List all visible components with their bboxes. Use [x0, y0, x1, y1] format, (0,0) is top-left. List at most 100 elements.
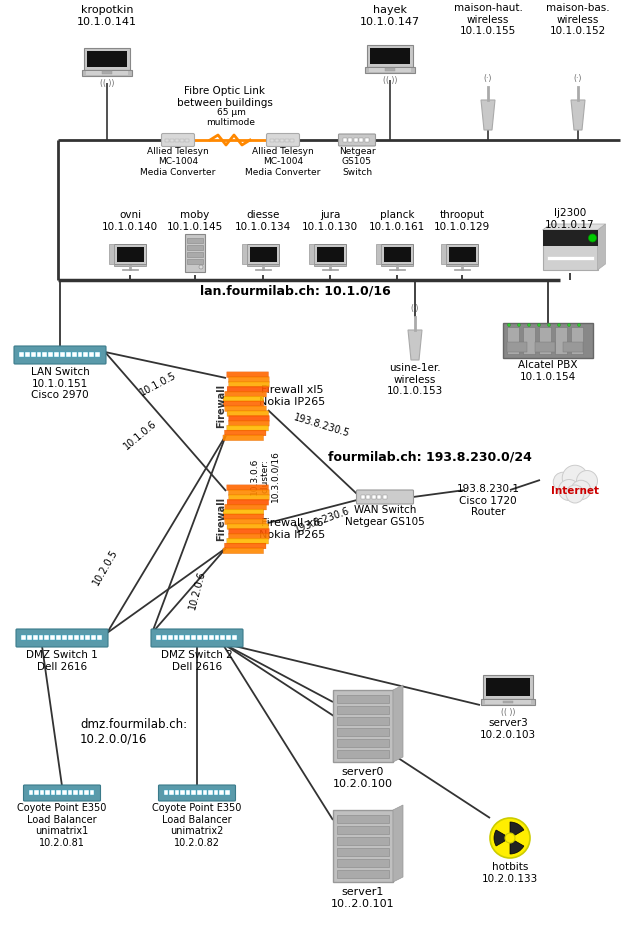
FancyBboxPatch shape	[381, 264, 413, 266]
FancyBboxPatch shape	[339, 134, 376, 146]
Circle shape	[563, 465, 588, 491]
Bar	[33, 635, 38, 640]
Text: 10.3.0.6
cluster:
10.3.0.0/16: 10.3.0.6 cluster: 10.3.0.0/16	[250, 450, 280, 502]
FancyBboxPatch shape	[225, 504, 266, 510]
Bar	[102, 72, 112, 74]
Bar	[232, 635, 237, 640]
FancyBboxPatch shape	[314, 264, 346, 266]
Text: 193.8.230.1
Cisco 1720
Router: 193.8.230.1 Cisco 1720 Router	[456, 484, 520, 517]
Bar	[503, 701, 513, 704]
Bar	[280, 139, 284, 142]
Bar	[54, 352, 59, 357]
Text: hotbits
10.2.0.133: hotbits 10.2.0.133	[482, 862, 538, 884]
Text: usine-1er.
wireless
10.1.0.153: usine-1er. wireless 10.1.0.153	[387, 363, 443, 396]
Polygon shape	[598, 224, 605, 270]
Bar	[225, 790, 230, 795]
FancyBboxPatch shape	[365, 67, 415, 73]
FancyBboxPatch shape	[82, 70, 132, 75]
Bar	[214, 635, 220, 640]
Bar	[353, 138, 358, 142]
FancyBboxPatch shape	[84, 48, 130, 70]
Text: ovni
10.1.0.140: ovni 10.1.0.140	[102, 210, 158, 231]
Bar	[170, 139, 173, 142]
Text: (( )): (( ))	[501, 708, 515, 717]
Text: (·): (·)	[411, 304, 419, 313]
Text: Firewall: Firewall	[216, 384, 226, 428]
FancyBboxPatch shape	[161, 133, 195, 146]
Text: WAN Switch
Netgear GS105: WAN Switch Netgear GS105	[345, 505, 425, 527]
FancyBboxPatch shape	[228, 489, 269, 496]
Polygon shape	[571, 100, 585, 130]
Text: Coyote Point E350
Load Balancer
unimatrix2
10.2.0.82: Coyote Point E350 Load Balancer unimatri…	[152, 803, 242, 848]
FancyBboxPatch shape	[16, 629, 108, 647]
Bar	[186, 790, 191, 795]
Bar	[383, 495, 387, 499]
Bar	[317, 246, 344, 262]
Bar	[242, 244, 247, 264]
FancyBboxPatch shape	[159, 785, 236, 801]
FancyBboxPatch shape	[151, 629, 243, 647]
FancyBboxPatch shape	[356, 490, 413, 504]
FancyBboxPatch shape	[227, 500, 269, 505]
Bar	[337, 728, 389, 736]
Text: (( )): (( ))	[100, 78, 114, 88]
Circle shape	[589, 234, 596, 242]
Bar	[191, 635, 196, 640]
Bar	[175, 139, 179, 142]
FancyBboxPatch shape	[247, 264, 279, 266]
Bar	[454, 268, 470, 270]
FancyBboxPatch shape	[247, 244, 279, 264]
Bar	[360, 495, 365, 499]
Wedge shape	[510, 822, 524, 838]
Bar	[547, 256, 593, 260]
Bar	[79, 790, 83, 795]
Text: 193.8.230.6: 193.8.230.6	[293, 505, 351, 535]
Text: Netgear
GS105
Switch: Netgear GS105 Switch	[339, 147, 375, 177]
Bar	[203, 635, 208, 640]
Text: (( )): (( ))	[383, 75, 397, 85]
FancyBboxPatch shape	[446, 244, 478, 264]
Text: jura
10.1.0.130: jura 10.1.0.130	[302, 210, 358, 231]
Bar	[337, 859, 389, 867]
Bar	[109, 244, 114, 264]
Bar	[86, 71, 128, 75]
Bar	[21, 635, 26, 640]
FancyBboxPatch shape	[227, 485, 269, 490]
Bar	[162, 635, 166, 640]
Bar	[165, 139, 168, 142]
Text: dmz.fourmilab.ch:
10.2.0.0/16: dmz.fourmilab.ch: 10.2.0.0/16	[80, 718, 187, 746]
Bar	[185, 139, 189, 142]
Text: server3
10.2.0.103: server3 10.2.0.103	[480, 718, 536, 740]
FancyBboxPatch shape	[227, 387, 269, 392]
Bar	[173, 635, 179, 640]
FancyBboxPatch shape	[14, 346, 106, 364]
Circle shape	[566, 485, 584, 503]
Bar	[337, 870, 389, 878]
Text: Firewall: Firewall	[216, 497, 226, 541]
Bar	[377, 495, 381, 499]
Bar	[68, 635, 73, 640]
Text: fourmilab.ch: 193.8.230.0/24: fourmilab.ch: 193.8.230.0/24	[328, 450, 532, 463]
Bar	[250, 246, 276, 262]
Bar	[337, 848, 389, 856]
FancyBboxPatch shape	[543, 230, 598, 270]
Bar	[40, 790, 44, 795]
Circle shape	[527, 323, 531, 326]
FancyBboxPatch shape	[185, 234, 205, 272]
Bar	[369, 68, 411, 72]
Bar	[449, 246, 476, 262]
Bar	[60, 352, 65, 357]
Text: Fibre Optic Link
between buildings: Fibre Optic Link between buildings	[177, 87, 273, 108]
FancyBboxPatch shape	[227, 524, 269, 529]
Bar	[208, 790, 212, 795]
FancyBboxPatch shape	[114, 264, 146, 266]
Bar	[74, 635, 79, 640]
Bar	[197, 790, 202, 795]
Bar	[68, 790, 72, 795]
Bar	[180, 139, 184, 142]
Polygon shape	[481, 100, 495, 130]
Bar	[84, 790, 89, 795]
Bar	[169, 790, 173, 795]
FancyBboxPatch shape	[228, 381, 269, 388]
Bar	[56, 635, 61, 640]
